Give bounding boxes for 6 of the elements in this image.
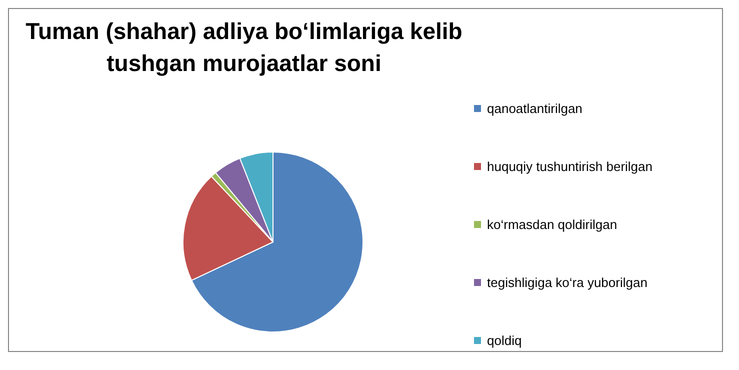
legend-label: qoldiq [487, 332, 522, 348]
legend-label: qanoatlantirilgan [487, 100, 582, 116]
legend-label: tegishligiga ko‘ra yuborilgan [487, 274, 648, 290]
legend-label: ko‘rmasdan qoldirilgan [487, 216, 618, 232]
chart-title: Tuman (shahar) adliya bo‘limlariga kelib tushgan murojaatlar soni [24, 17, 464, 78]
legend-label: huquqiy tushuntirish berilgan [487, 158, 652, 174]
